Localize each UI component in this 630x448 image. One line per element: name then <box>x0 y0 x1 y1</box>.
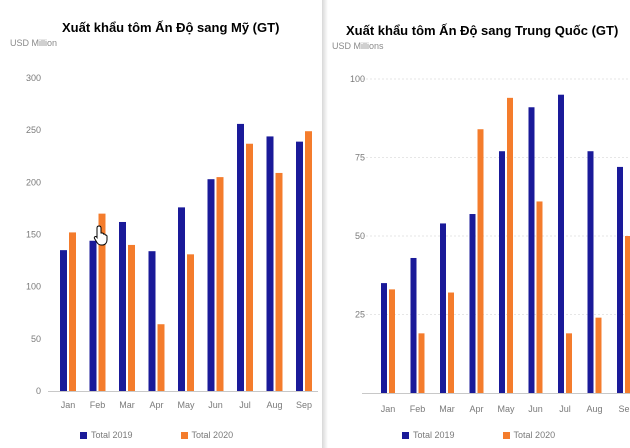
legend-swatch-2019 <box>402 431 409 439</box>
y-tick-label: 50 <box>355 231 365 241</box>
legend-label: Total 2020 <box>513 430 556 440</box>
hand-pointer-icon <box>93 225 108 246</box>
bar-2020-feb <box>98 213 106 391</box>
bar-2020-may <box>187 254 194 391</box>
bar-2019-apr <box>148 251 156 391</box>
x-tick-label: Jul <box>559 404 571 414</box>
bar-2020-jan <box>389 289 395 393</box>
bar-2019-feb <box>89 240 97 391</box>
bar-2019-jan <box>60 250 67 391</box>
x-tick-label: Apr <box>149 400 163 410</box>
bar-2019-apr <box>469 214 476 393</box>
bar-2019-jun <box>528 107 535 393</box>
legend-swatch-2020 <box>502 431 510 439</box>
legend-swatch-2020 <box>180 431 188 439</box>
legend: Total 2019 Total 2020 <box>402 430 603 440</box>
bar-2020-jun <box>216 177 224 391</box>
bar-2019-mar <box>119 221 126 391</box>
legend-item-2019: Total 2019 <box>80 430 133 440</box>
legend-item-2020: Total 2020 <box>180 430 234 440</box>
bar-2020-apr <box>157 324 165 391</box>
bar-2019-mar <box>440 223 446 393</box>
bar-2020-aug <box>595 317 602 393</box>
chart-title: Xuất khẩu tôm Ấn Độ sang Trung Quốc (GT) <box>346 23 619 38</box>
y-tick-label: 150 <box>26 230 41 240</box>
x-tick-label: Mar <box>119 400 135 410</box>
legend-item-2019: Total 2019 <box>402 430 455 440</box>
x-tick-label: Aug <box>266 400 282 410</box>
hand-pointer-shape <box>93 225 108 246</box>
y-tick-label: 100 <box>350 74 365 84</box>
x-tick-label: Aug <box>586 404 602 414</box>
bar-2019-may <box>499 151 505 393</box>
x-tick-label: Sep <box>296 400 312 410</box>
bar-2020-jul <box>566 333 572 393</box>
bar-2020-may <box>507 97 513 393</box>
legend-label: Total 2019 <box>413 430 455 440</box>
chart-plot-left: 0 50 100 150 200 250 300 Jan Feb Mar Apr May Jun Jul A… <box>26 73 318 410</box>
x-tick-label: May <box>497 404 515 414</box>
bar-2019-jan <box>381 283 387 393</box>
bar-2019-jul <box>237 123 244 391</box>
legend: Total 2019 Total 2020 <box>80 430 281 440</box>
chart-plot-right: 25 50 75 100 Jan Feb Mar Apr May Jun Jul Aug Se <box>350 74 630 414</box>
x-tick-label: Jun <box>528 404 543 414</box>
legend-label: Total 2019 <box>91 430 133 440</box>
legend-label: Total 2020 <box>191 430 234 440</box>
y-tick-label: 250 <box>26 125 41 135</box>
x-tick-label: Se <box>618 404 629 414</box>
bar-2020-aug <box>275 172 283 391</box>
x-tick-label: Jan <box>61 400 76 410</box>
y-axis-unit-label: USD Millions <box>332 41 384 51</box>
bar-2019-may <box>178 207 185 391</box>
x-tick-label: Jan <box>381 404 396 414</box>
chart-left: Xuất khẩu tôm Ấn Độ sang Mỹ (GT) USD Mil… <box>10 20 318 440</box>
legend-item-2020: Total 2020 <box>502 430 556 440</box>
bar-2020-feb <box>418 333 425 393</box>
y-tick-label: 100 <box>26 282 41 292</box>
y-tick-label: 50 <box>31 334 41 344</box>
bar-2019-sep <box>296 141 303 391</box>
bar-2019-se <box>617 166 623 393</box>
bar-2019-aug <box>266 136 274 391</box>
chart-title: Xuất khẩu tôm Ấn Độ sang Mỹ (GT) <box>62 20 280 35</box>
bar-2020-se <box>625 236 630 393</box>
y-tick-label: 300 <box>26 73 41 83</box>
chart-right: Xuất khẩu tôm Ấn Độ sang Trung Quốc (GT)… <box>322 0 630 448</box>
x-tick-label: Apr <box>469 404 483 414</box>
y-tick-label: 75 <box>355 153 365 163</box>
bar-2020-sep <box>305 131 312 391</box>
bar-2020-mar <box>128 244 135 391</box>
x-tick-label: Jun <box>208 400 223 410</box>
x-tick-label: May <box>177 400 195 410</box>
bar-2020-jan <box>69 232 76 391</box>
y-axis-unit-label: USD Million <box>10 38 58 48</box>
x-tick-label: Jul <box>239 400 251 410</box>
bar-2020-jul <box>246 143 253 391</box>
bar-2020-apr <box>477 129 484 394</box>
y-tick-label: 0 <box>36 386 41 396</box>
bar-2019-aug <box>587 151 594 393</box>
bar-2019-feb <box>410 257 417 393</box>
bar-2019-jul <box>558 94 564 393</box>
x-tick-label: Feb <box>90 400 106 410</box>
bar-2020-jun <box>536 201 543 393</box>
x-tick-label: Feb <box>410 404 426 414</box>
bar-2019-jun <box>207 179 215 391</box>
y-tick-label: 25 <box>355 310 365 320</box>
y-tick-label: 200 <box>26 177 41 187</box>
bar-2020-mar <box>448 292 454 393</box>
legend-swatch-2019 <box>80 431 87 439</box>
x-tick-label: Mar <box>439 404 455 414</box>
